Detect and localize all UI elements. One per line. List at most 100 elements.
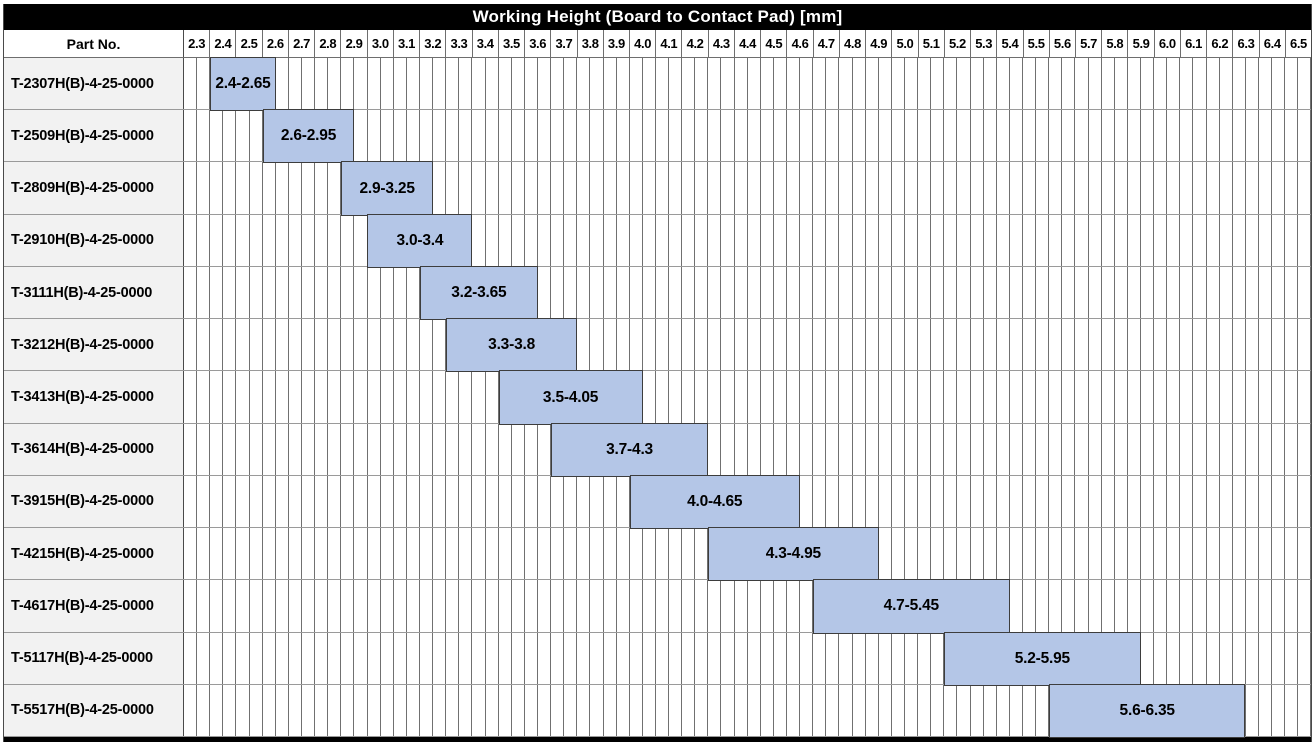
grid-cell — [538, 528, 552, 580]
grid-cell — [446, 528, 460, 580]
table-row: T-5517H(B)-4-25-0000 5.6-6.35 — [4, 683, 1312, 739]
grid-cell — [1233, 580, 1246, 632]
grid-cell — [341, 58, 355, 110]
grid-cell — [1141, 475, 1155, 528]
grid-cell — [538, 423, 552, 475]
grid-cell — [774, 162, 788, 214]
axis-tick: 5.0 — [891, 30, 917, 57]
grid-cell — [905, 266, 919, 319]
grid-cell — [1075, 214, 1089, 266]
grid-cell — [1193, 110, 1207, 162]
grid-cell — [354, 632, 368, 684]
grid-cell — [512, 528, 525, 580]
grid-cell — [971, 423, 984, 475]
grid-cell — [748, 319, 761, 371]
grid-cell — [486, 110, 499, 162]
grid-cell — [577, 528, 591, 580]
grid-cell — [236, 371, 250, 423]
grid-cell — [957, 684, 971, 737]
grid-cell — [1010, 580, 1023, 632]
grid-cell — [617, 58, 630, 110]
grid-cell — [315, 371, 329, 423]
range-bar-label: 3.0-3.4 — [396, 231, 444, 249]
grid-cell — [1180, 319, 1194, 371]
grid-cell — [826, 475, 840, 528]
grid-cell — [918, 162, 932, 214]
grid-cell — [354, 423, 368, 475]
grid-cell — [236, 684, 250, 737]
grid-cell — [1167, 632, 1181, 684]
row-plot: 4.7-5.45 — [184, 579, 1312, 634]
grid-cell — [1010, 371, 1023, 423]
grid-cell — [1259, 528, 1273, 580]
range-bar: 3.2-3.65 — [419, 265, 538, 321]
grid-cell — [1023, 58, 1037, 110]
axis-tick: 2.8 — [314, 30, 340, 57]
grid-cell — [315, 266, 329, 319]
grid-cell — [761, 423, 774, 475]
grid-cell — [1259, 423, 1273, 475]
grid-cell — [381, 319, 394, 371]
grid-cell — [512, 58, 525, 110]
grid-cell — [551, 475, 565, 528]
grid-cell — [184, 684, 198, 737]
grid-cell — [564, 266, 578, 319]
grid-cell — [486, 423, 499, 475]
grid-cell — [630, 684, 643, 737]
grid-cell — [1246, 371, 1259, 423]
grid-cell — [839, 162, 853, 214]
grid-cell — [1285, 58, 1299, 110]
grid-cell — [1036, 423, 1050, 475]
part-no-header: Part No. — [4, 30, 184, 57]
grid-cell — [499, 58, 512, 110]
grid-cell — [774, 423, 788, 475]
grid-cell — [1036, 684, 1050, 737]
grid-cell — [617, 214, 630, 266]
grid-cell — [1167, 371, 1181, 423]
grid-cell — [433, 632, 447, 684]
grid-cell — [853, 319, 866, 371]
grid-cell — [1180, 423, 1194, 475]
grid-cell — [236, 110, 250, 162]
axis-tick-row: 2.3 2.4 2.5 2.6 2.7 2.8 2.9 3.0 3.1 3.2 3.3 3.4 3.5 3… — [184, 30, 1311, 57]
grid-cell — [1207, 371, 1220, 423]
row-plot: 2.4-2.65 — [184, 57, 1312, 112]
grid-cell — [223, 162, 237, 214]
grid-cell — [905, 110, 919, 162]
grid-cell — [1075, 162, 1089, 214]
grid-cell — [328, 632, 342, 684]
grid-cell — [1049, 162, 1063, 214]
grid-cell — [839, 110, 853, 162]
grid-cell — [551, 580, 565, 632]
grid-cell — [892, 684, 906, 737]
grid-cell — [328, 371, 342, 423]
grid-cell — [971, 475, 984, 528]
grid-cell — [761, 266, 774, 319]
grid-cell — [1075, 58, 1089, 110]
grid-cell — [708, 319, 722, 371]
grid-cell — [538, 162, 552, 214]
grid-cell — [276, 580, 289, 632]
grid-cell — [1154, 110, 1168, 162]
part-no-cell: T-3915H(B)-4-25-0000 — [4, 475, 184, 528]
axis-tick: 5.4 — [996, 30, 1022, 57]
grid-cell — [210, 162, 224, 214]
grid-cell — [669, 162, 683, 214]
grid-cell — [997, 266, 1010, 319]
grid-cell — [1298, 319, 1312, 371]
axis-tick: 4.7 — [812, 30, 839, 57]
grid-cell — [590, 58, 604, 110]
grid-cell — [957, 266, 971, 319]
grid-cell — [512, 632, 525, 684]
grid-cell — [184, 162, 198, 214]
grid-cell — [800, 58, 814, 110]
grid-cell — [957, 528, 971, 580]
axis-tick: 3.3 — [445, 30, 471, 57]
grid-cell — [1246, 110, 1259, 162]
grid-cell — [669, 684, 683, 737]
grid-cell — [971, 528, 984, 580]
grid-cell — [931, 162, 945, 214]
grid-cell — [1298, 58, 1312, 110]
grid-cell — [918, 684, 932, 737]
grid-cell — [1102, 319, 1115, 371]
